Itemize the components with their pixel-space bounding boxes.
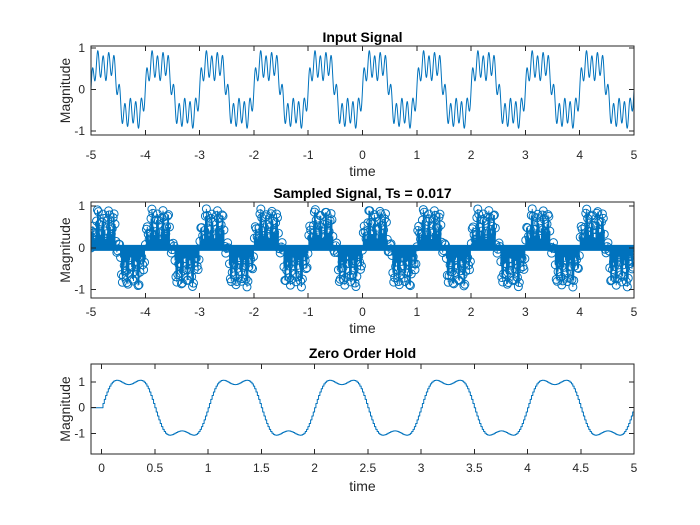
chart-title: Zero Order Hold (309, 345, 416, 361)
y-tick-label: 0 (78, 401, 85, 415)
x-tick-label: 4 (576, 305, 583, 319)
x-tick-label: 4 (576, 148, 583, 162)
y-tick-label: 1 (78, 375, 85, 389)
input-signal-line (91, 50, 634, 129)
y-tick-label: 0 (78, 82, 85, 96)
x-tick-label: -5 (86, 148, 97, 162)
data-layer (91, 50, 634, 129)
data-layer (91, 204, 634, 292)
x-tick-label: 1 (205, 461, 212, 475)
x-axis-label: time (349, 478, 376, 494)
x-tick-label: 0 (359, 305, 366, 319)
x-tick-label: 2 (468, 305, 475, 319)
x-tick-label: 0 (359, 148, 366, 162)
x-tick-label: 5 (631, 148, 638, 162)
sample-stems (91, 208, 634, 287)
x-tick-label: 4 (524, 461, 531, 475)
axes-box (90, 363, 635, 455)
x-tick-label: -1 (303, 305, 314, 319)
y-axis-label: Magnitude (57, 58, 73, 124)
x-tick-label: -2 (249, 148, 260, 162)
chart-title: Sampled Signal, Ts = 0.017 (273, 185, 452, 201)
x-tick-label: 3 (522, 148, 529, 162)
y-tick-label: -1 (74, 283, 85, 297)
zero-order-hold-line (91, 379, 634, 436)
y-tick-label: 0 (78, 241, 85, 255)
x-tick-label: 0 (98, 461, 105, 475)
x-tick-label: -1 (303, 148, 314, 162)
x-tick-label: -3 (194, 148, 205, 162)
x-tick-label: -4 (140, 148, 151, 162)
subplot-2: -5 -4 -3 -2 -1 0 1 2 3 4 5 -1 0 1 Sampled Signal, Ts =… (57, 185, 638, 336)
x-tick-label: 1 (413, 148, 420, 162)
x-tick-label: 5 (631, 461, 638, 475)
x-tick-label: -5 (86, 305, 97, 319)
x-tick-label: 5 (631, 305, 638, 319)
x-tick-label: 3.5 (466, 461, 483, 475)
x-tick-label: 3 (418, 461, 425, 475)
x-tick-label: 1.5 (253, 461, 270, 475)
x-tick-label: -2 (249, 305, 260, 319)
x-tick-label: -3 (194, 305, 205, 319)
x-tick-label: -4 (140, 305, 151, 319)
x-tick-label: 4.5 (572, 461, 589, 475)
x-tick-label: 2.5 (359, 461, 376, 475)
x-axis-label: time (349, 320, 376, 336)
data-layer (91, 379, 634, 436)
y-tick-label: 1 (78, 199, 85, 213)
x-axis-label: time (349, 163, 376, 179)
y-tick-label: -1 (74, 124, 85, 138)
y-tick-label: 1 (78, 41, 85, 55)
y-axis-label: Magnitude (57, 217, 73, 283)
chart-title: Input Signal (322, 29, 402, 45)
subplot-1: -5 -4 -3 -2 -1 0 1 2 3 4 5 -1 0 1 Input Signal time Magn… (57, 29, 638, 179)
y-tick-label: -1 (74, 426, 85, 440)
x-tick-label: 3 (522, 305, 529, 319)
x-tick-label: 2 (311, 461, 318, 475)
subplot-3: 0 0.5 1 1.5 2 2.5 3 3.5 4 4.5 5 -1 0 1 Zero Order Hold… (57, 345, 638, 494)
x-tick-label: 2 (468, 148, 475, 162)
x-tick-label: 0.5 (147, 461, 164, 475)
x-tick-label: 1 (413, 305, 420, 319)
y-axis-label: Magnitude (57, 376, 73, 442)
